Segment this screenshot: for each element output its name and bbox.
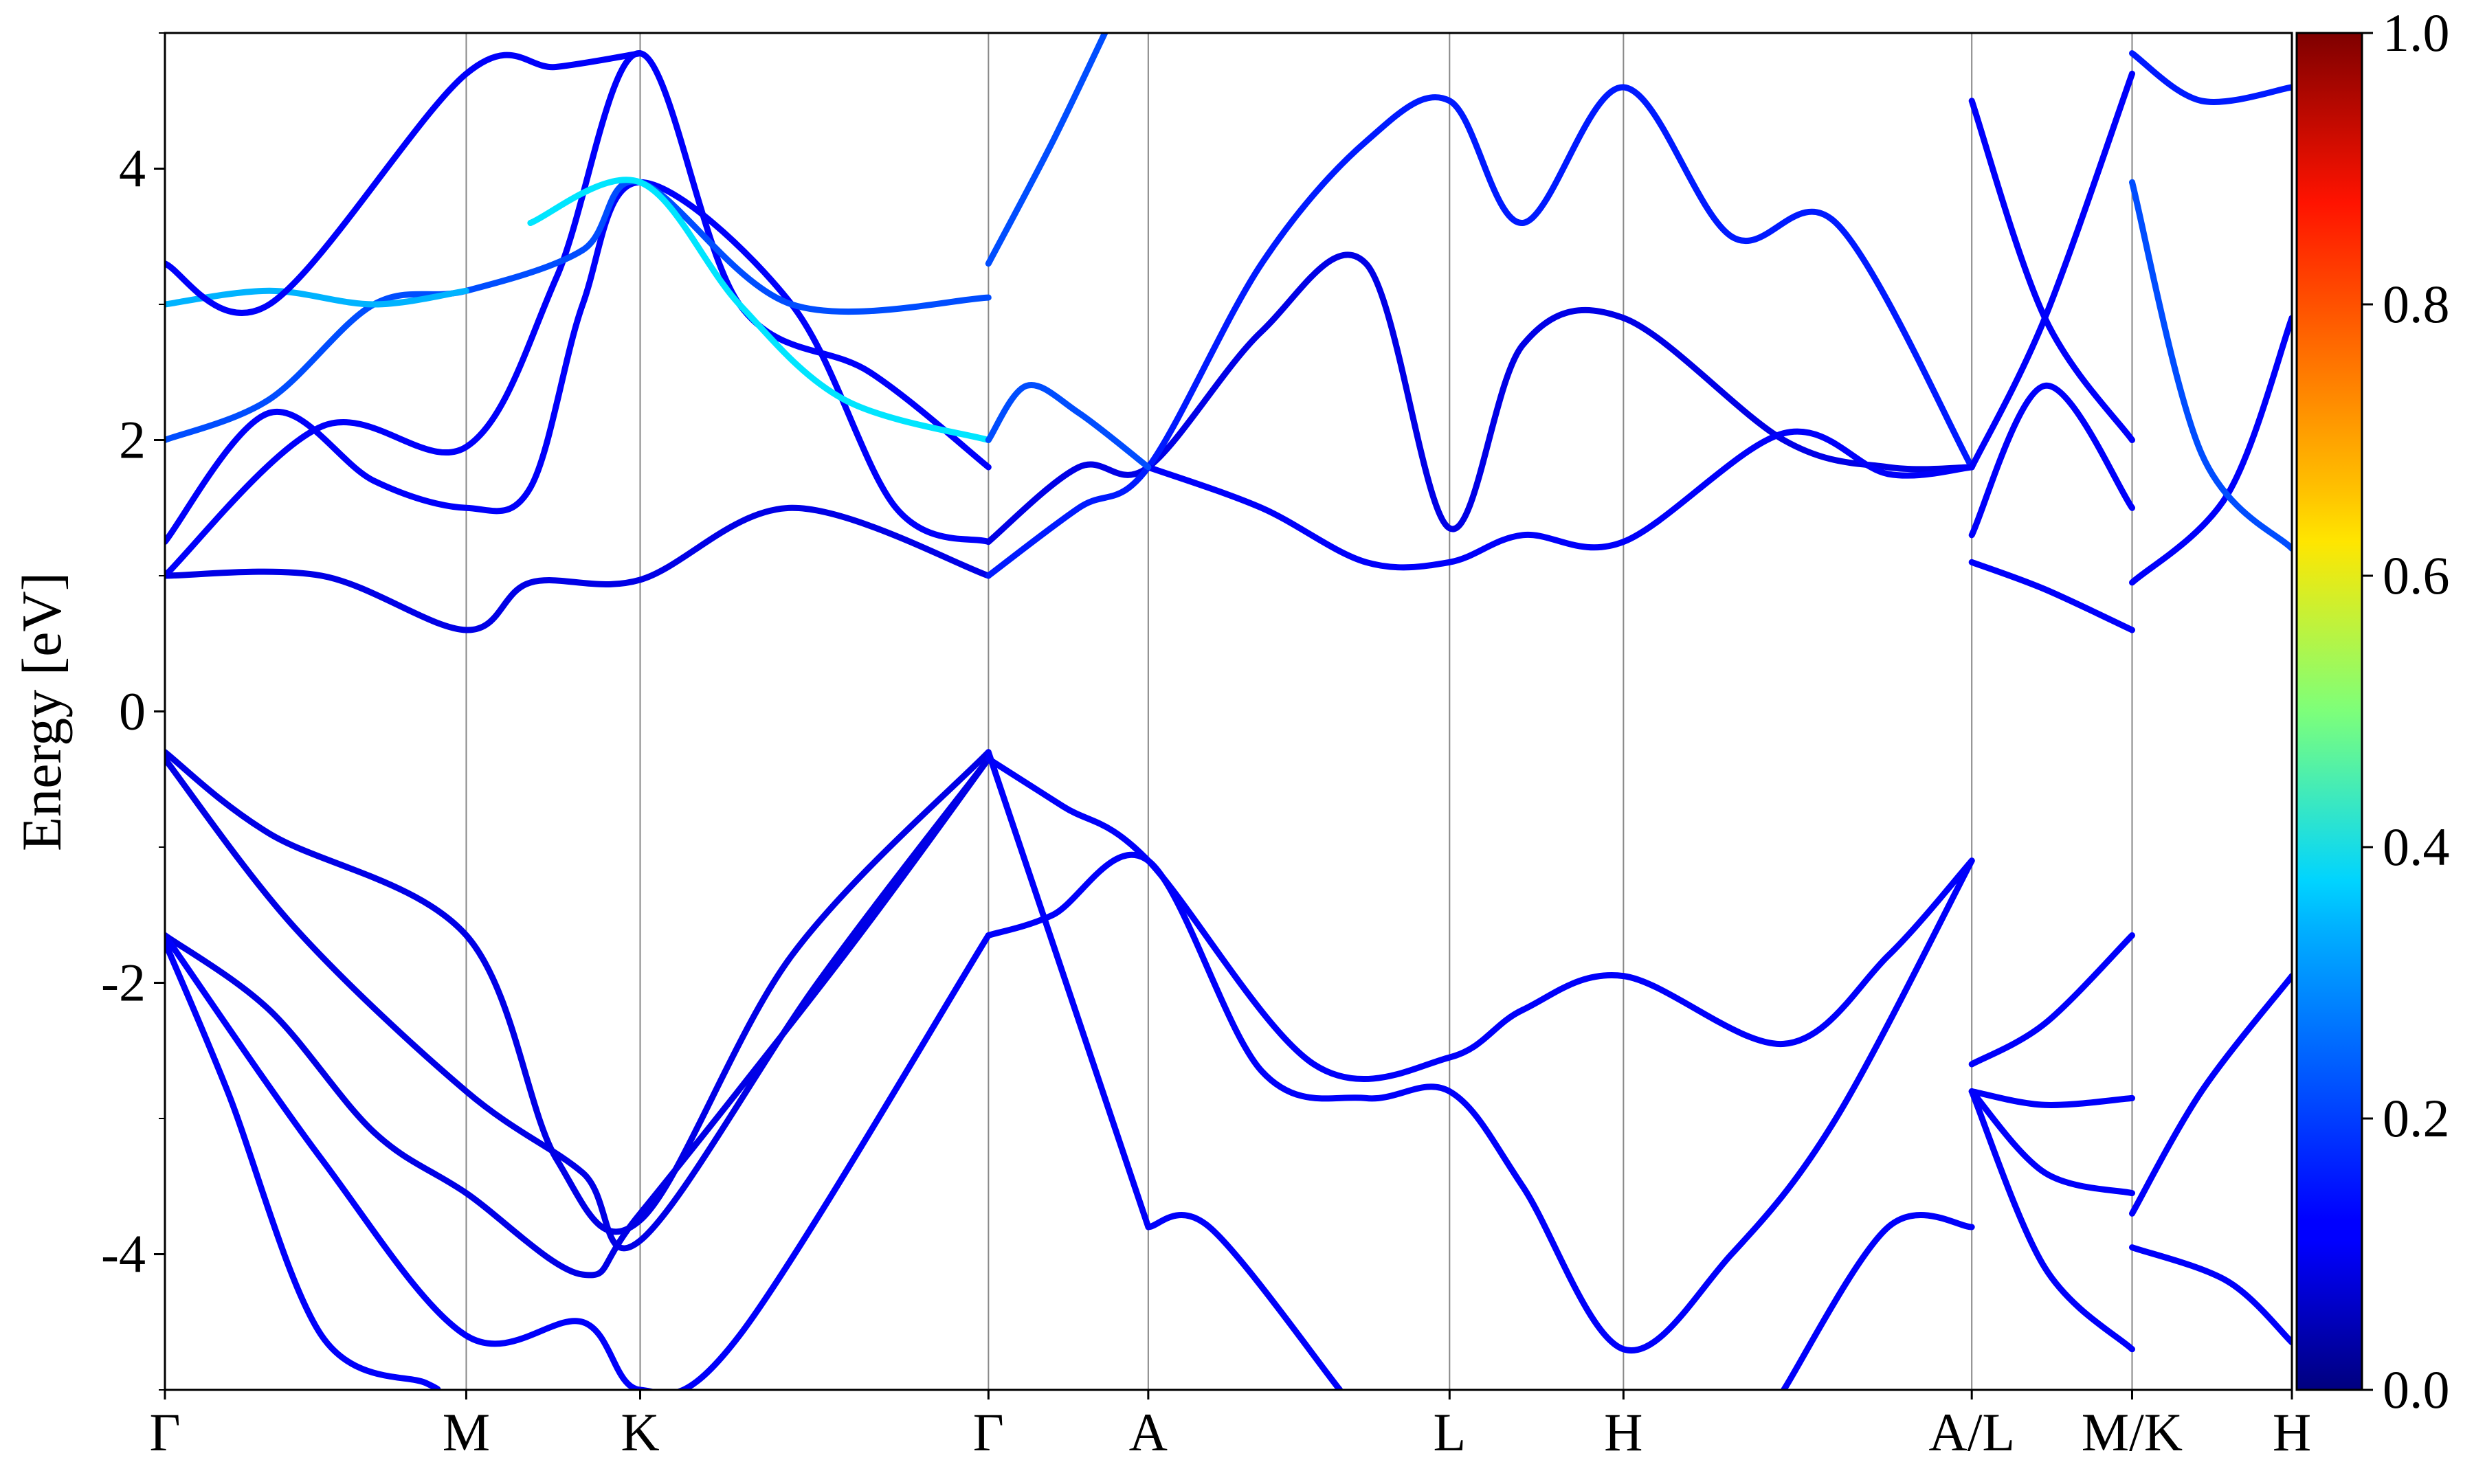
band-line xyxy=(1968,1088,2135,1353)
band-line xyxy=(985,749,1152,1230)
band-line xyxy=(1968,932,2135,1068)
x-tick-label: A/L xyxy=(1928,1402,2015,1462)
band-line xyxy=(1968,70,2135,471)
colorbar-tick-label: 0.0 xyxy=(2383,1360,2450,1419)
band-line xyxy=(165,50,992,579)
y-tick-label: 2 xyxy=(119,410,146,470)
colorbar-gradient xyxy=(2295,32,2363,1391)
band-line xyxy=(2129,973,2292,1217)
band-line xyxy=(985,381,1152,471)
band-line xyxy=(165,749,992,1235)
band-line xyxy=(527,177,992,443)
plot-area: 4 2 0 -2 -4 Γ M K Γ A L H A/L M/K H xyxy=(101,32,2311,1462)
x-axis-ticks: Γ M K Γ A L H A/L M/K H xyxy=(149,1390,2311,1462)
colorbar-tick-label: 0.6 xyxy=(2383,546,2450,605)
band-line xyxy=(1968,98,2135,443)
band-line xyxy=(985,851,1975,1354)
band-line xyxy=(985,84,1975,579)
colorbar-tick-label: 0.8 xyxy=(2383,274,2450,334)
band-line xyxy=(985,756,1975,1082)
x-tick-label: H xyxy=(1604,1402,1642,1462)
plot-frame xyxy=(164,32,2293,1391)
band-line xyxy=(985,33,1108,267)
band-line xyxy=(1968,1088,2135,1108)
band-line xyxy=(165,932,992,1390)
band-line xyxy=(985,251,1975,546)
colorbar-tick-label: 0.2 xyxy=(2383,1088,2450,1148)
x-tick-label: M/K xyxy=(2082,1402,2183,1462)
x-tick-label: K xyxy=(621,1402,659,1462)
band-line xyxy=(1781,1212,1975,1390)
band-line xyxy=(165,179,992,546)
colorbar-tick-label: 0.4 xyxy=(2383,817,2450,877)
colorbar: 1.0 0.8 0.6 0.4 0.2 0.0 xyxy=(2295,3,2450,1419)
band-line xyxy=(165,756,992,1252)
band-line xyxy=(165,178,992,443)
y-tick-label: -4 xyxy=(101,1224,146,1284)
y-axis-title: Energy [eV] xyxy=(10,572,73,851)
band-lines xyxy=(165,33,2292,1390)
band-line xyxy=(165,287,469,308)
colorbar-tick-label: 1.0 xyxy=(2383,3,2450,63)
x-tick-label: H xyxy=(2273,1402,2311,1462)
band-line xyxy=(2129,179,2292,552)
y-axis-ticks: 4 2 0 -2 -4 xyxy=(101,32,165,1391)
band-line xyxy=(165,50,643,316)
x-tick-label: Γ xyxy=(973,1402,1004,1462)
band-line xyxy=(2129,315,2292,586)
y-tick-label: 0 xyxy=(119,682,146,741)
y-tick-label: 4 xyxy=(119,139,146,199)
x-tick-label: Γ xyxy=(149,1402,180,1462)
band-line xyxy=(2129,50,2292,105)
band-line xyxy=(2129,1244,2292,1346)
y-tick-label: -2 xyxy=(101,953,146,1013)
x-tick-label: L xyxy=(1433,1402,1466,1462)
x-tick-label: A xyxy=(1129,1402,1168,1462)
kpoint-gridlines xyxy=(465,33,2133,1390)
band-line xyxy=(1145,1211,1344,1390)
band-line xyxy=(1145,428,1975,571)
colorbar-ticks: 1.0 0.8 0.6 0.4 0.2 0.0 xyxy=(2362,3,2450,1419)
band-line xyxy=(1968,559,2135,633)
band-line xyxy=(165,938,441,1390)
band-line xyxy=(1968,382,2135,539)
x-tick-label: M xyxy=(443,1402,490,1462)
band-line xyxy=(1968,1088,2135,1197)
band-line xyxy=(165,756,992,1279)
band-line xyxy=(165,504,992,633)
